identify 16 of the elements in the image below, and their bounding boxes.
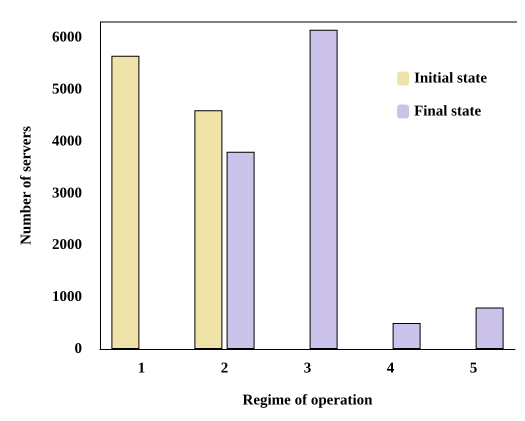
y-tick-label: 6000 bbox=[52, 30, 82, 46]
y-axis-title: Number of servers bbox=[18, 126, 34, 245]
legend-label: Final state bbox=[414, 104, 482, 120]
y-tick-label: 2000 bbox=[52, 237, 82, 254]
x-tick-label: 4 bbox=[386, 360, 395, 376]
x-tick-label: 1 bbox=[138, 360, 146, 376]
x-axis-title: Regime of operation bbox=[242, 392, 374, 408]
y-tick-label: 5000 bbox=[52, 81, 82, 98]
legend-label: Initial state bbox=[414, 70, 488, 86]
x-tick-label: 2 bbox=[220, 360, 228, 376]
y-tick-label: 4000 bbox=[52, 133, 82, 150]
x-tick-label: 3 bbox=[304, 360, 312, 376]
y-tick-label: 3000 bbox=[52, 185, 82, 202]
y-tick-label: 0 bbox=[74, 341, 82, 357]
x-tick-label: 5 bbox=[470, 360, 478, 376]
y-tick-label: 1000 bbox=[52, 289, 82, 306]
